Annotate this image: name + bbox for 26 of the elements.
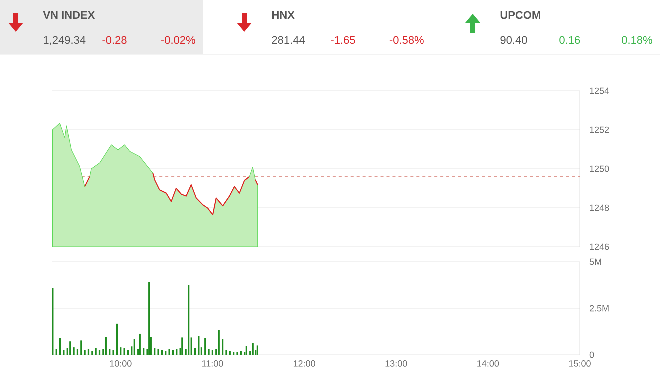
y-tick-label: 1248 <box>590 204 610 212</box>
y-tick-label: 1250 <box>590 166 610 172</box>
text: 281.44 <box>272 36 306 44</box>
text: VN INDEX <box>43 11 96 19</box>
text: 0.16 <box>560 36 580 44</box>
text: 1,249.34 <box>44 36 86 46</box>
text: 0.18% <box>622 36 652 44</box>
y-tick-label: 5M <box>590 258 602 266</box>
x-tick-label: 10:00 <box>110 360 132 367</box>
x-tick-label: 12:00 <box>294 360 316 367</box>
text: -0.28 <box>102 36 127 44</box>
y-tick-label: 1252 <box>590 126 610 134</box>
y-tick-label: 0 <box>590 352 594 358</box>
x-tick-label: 11:00 <box>202 360 224 367</box>
text: -0.02% <box>161 36 196 44</box>
y-tick-label: 1246 <box>590 244 610 250</box>
text: -0.58% <box>390 36 424 44</box>
text: HNX <box>272 11 295 19</box>
y-tick-label: 2.5M <box>590 305 609 312</box>
y-tick-label: 1254 <box>590 88 610 94</box>
text: -1.65 <box>331 36 356 44</box>
text: UPCOM <box>500 11 540 20</box>
text: 90.40 <box>500 36 528 44</box>
x-tick-label: 14:00 <box>478 360 500 367</box>
x-tick-label: 13:00 <box>386 360 408 367</box>
x-tick-label: 15:00 <box>569 360 591 367</box>
